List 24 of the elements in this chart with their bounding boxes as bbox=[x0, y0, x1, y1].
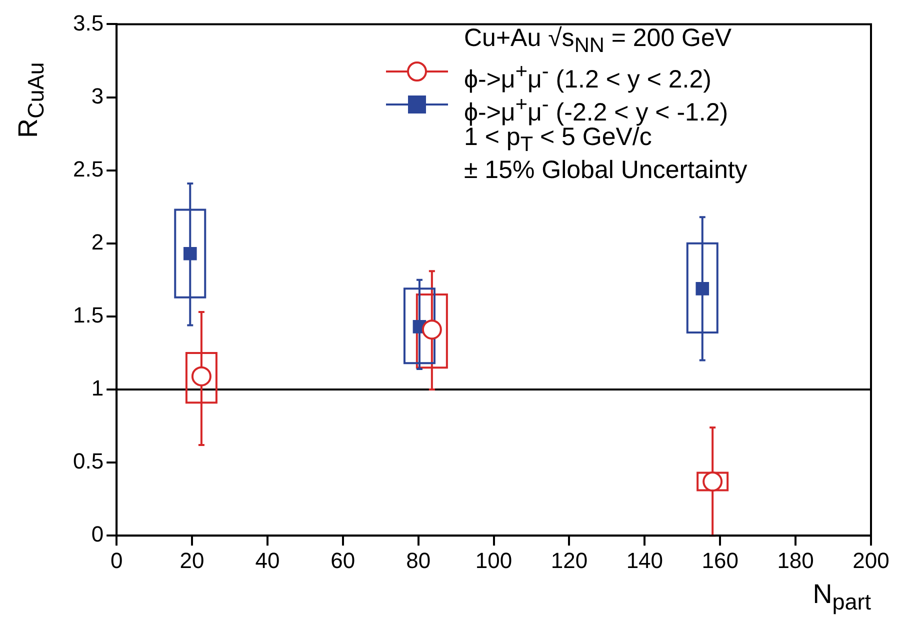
x-tick-label: 20 bbox=[180, 548, 204, 573]
legend-label: ϕ->μ$^{+}$μ$^{-}$ (-2.2 < y < -1.2) bbox=[464, 93, 728, 126]
x-axis-title: N$_{part}$ bbox=[812, 578, 871, 616]
x-tick-label: 60 bbox=[330, 548, 356, 573]
y-tick-label: 1 bbox=[91, 376, 104, 401]
x-tick-label: 180 bbox=[777, 548, 814, 573]
x-tick-label: 160 bbox=[702, 548, 738, 573]
x-tick-label: 120 bbox=[550, 548, 588, 573]
x-tick-label: 40 bbox=[255, 548, 280, 573]
y-tick-label: 3 bbox=[91, 83, 104, 108]
x-tick-label: 0 bbox=[110, 548, 123, 573]
x-tick-label: 200 bbox=[852, 548, 890, 573]
x-tick-label: 80 bbox=[406, 548, 431, 573]
y-tick-label: 0.5 bbox=[72, 448, 104, 474]
y-tick-label: 2.5 bbox=[72, 156, 104, 182]
annotation: ± 15% Global Uncertainty bbox=[464, 155, 748, 186]
legend-label: ϕ->μ$^{+}$μ$^{-}$ (1.2 < y < 2.2) bbox=[464, 60, 712, 94]
y-tick-label: 3.5 bbox=[72, 10, 104, 36]
x-tick-label: 100 bbox=[475, 548, 512, 573]
y-tick-label: 0 bbox=[91, 522, 104, 547]
legend-title: Cu+Au √s$_{NN}$ = 200 GeV bbox=[464, 24, 732, 57]
x-tick-label: 140 bbox=[626, 548, 664, 573]
y-tick-label: 2 bbox=[91, 229, 104, 254]
y-tick-label: 1.5 bbox=[72, 302, 104, 328]
